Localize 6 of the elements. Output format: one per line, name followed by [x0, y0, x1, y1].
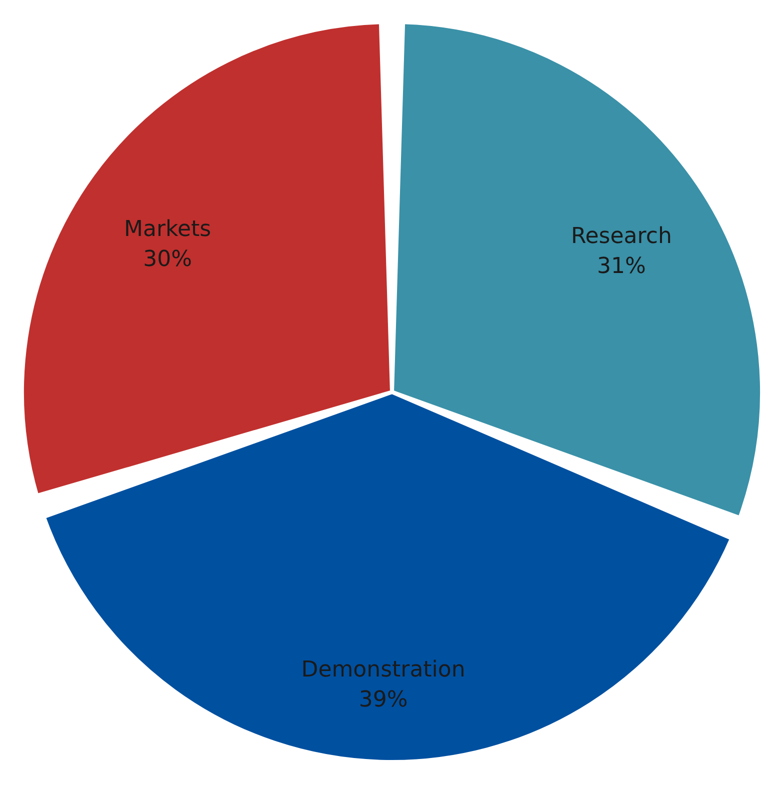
slice-label: Demonstration	[301, 657, 466, 682]
data-label: 31%	[596, 254, 646, 280]
data-label: 30%	[143, 246, 192, 272]
data-label: 39%	[358, 687, 408, 712]
slice-label: Markets	[124, 216, 212, 242]
slice-label: Research	[570, 224, 672, 250]
